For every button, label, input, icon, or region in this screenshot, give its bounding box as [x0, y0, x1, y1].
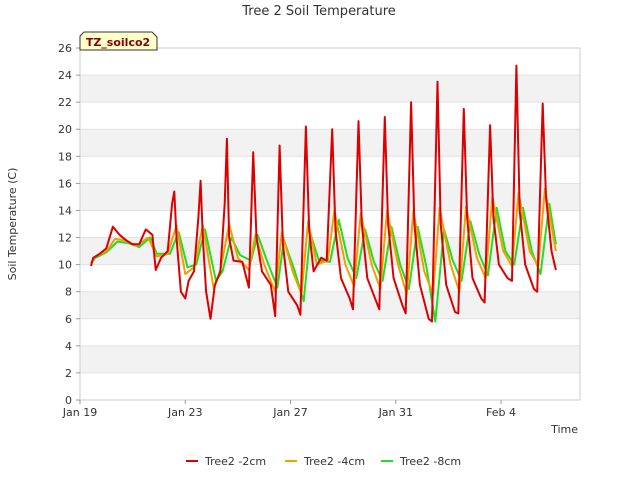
legend-label: Tree2 -8cm: [399, 455, 461, 468]
y-tick-label: 22: [58, 96, 72, 109]
badge-box: [79, 31, 158, 51]
x-axis-ticks: Jan 19 Jan 23 Jan 27 Jan 31 Feb 4: [62, 400, 516, 419]
grid-band: [80, 129, 580, 157]
series-line-tree2-2cm: [90, 64, 557, 323]
y-tick-label: 26: [58, 42, 72, 55]
legend-label: Tree2 -2cm: [204, 455, 266, 468]
series-lines: [90, 64, 557, 323]
legend: Tree2 -2cm Tree2 -4cm Tree2 -8cm: [186, 455, 461, 468]
y-axis-label: Soil Temperature (C): [6, 168, 19, 281]
grid-band: [80, 345, 580, 373]
series-line-tree2-4cm: [90, 187, 557, 296]
y-tick-label: 2: [65, 367, 72, 380]
x-axis-label: Time: [550, 423, 578, 436]
y-tick-label: 18: [58, 150, 72, 163]
chart-title: Tree 2 Soil Temperature: [241, 4, 396, 19]
y-tick-label: 20: [58, 123, 72, 136]
y-tick-label: 10: [58, 259, 72, 272]
y-tick-label: 4: [65, 340, 72, 353]
grid-band: [80, 291, 580, 319]
badge: TZ_soilco2: [79, 31, 158, 51]
x-tick-label: Jan 23: [167, 406, 202, 419]
y-tick-label: 16: [58, 177, 72, 190]
x-tick-label: Jan 19: [62, 406, 97, 419]
y-tick-label: 0: [65, 394, 72, 407]
y-tick-label: 8: [65, 286, 72, 299]
badge-label: TZ_soilco2: [86, 36, 150, 49]
grid-band: [80, 75, 580, 103]
y-tick-label: 6: [65, 313, 72, 326]
plot-frame: [79, 47, 581, 401]
y-tick-label: 14: [58, 204, 72, 217]
y-tick-label: 24: [58, 69, 72, 82]
y-tick-label: 12: [58, 232, 72, 245]
plot-background: [80, 75, 580, 373]
x-tick-label: Jan 27: [272, 406, 307, 419]
x-tick-label: Jan 31: [378, 406, 413, 419]
x-tick-label: Feb 4: [486, 406, 516, 419]
legend-label: Tree2 -4cm: [303, 455, 365, 468]
